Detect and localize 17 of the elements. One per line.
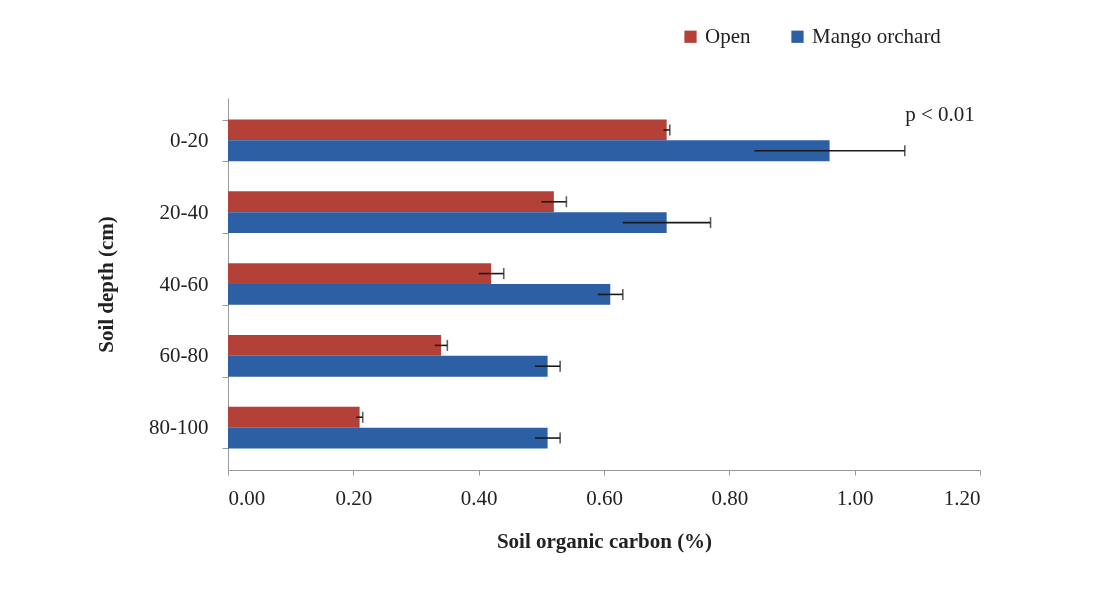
legend-label: Open bbox=[705, 23, 751, 48]
x-tick-label: 0.80 bbox=[711, 485, 749, 510]
x-tick-label: 0.40 bbox=[460, 485, 498, 510]
x-tick-label: 1.20 bbox=[943, 485, 981, 510]
y-axis-title: Soil depth (cm) bbox=[94, 216, 119, 353]
legend-label: Mango orchard bbox=[812, 23, 942, 48]
x-tick-label: 0.20 bbox=[335, 485, 373, 510]
y-tick-label: 0-20 bbox=[170, 127, 209, 152]
x-tick-label: 0.00 bbox=[228, 485, 266, 510]
y-tick-label: 40-60 bbox=[159, 271, 209, 296]
x-tick-label: 0.60 bbox=[586, 485, 623, 510]
y-tick-label: 60-80 bbox=[159, 343, 209, 368]
y-tick-label: 80-100 bbox=[149, 415, 209, 440]
y-tick-label: 20-40 bbox=[159, 199, 209, 224]
annotation: p < 0.01 bbox=[905, 102, 975, 126]
x-axis-title: Soil organic carbon (%) bbox=[496, 528, 713, 553]
x-tick-label: 1.00 bbox=[836, 485, 874, 510]
